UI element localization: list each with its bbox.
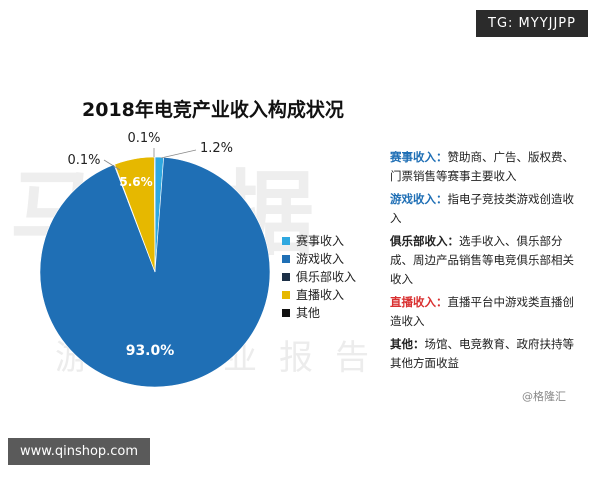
- legend-swatch: [282, 309, 290, 317]
- legend-label: 游戏收入: [296, 252, 345, 266]
- note-text: 指电子竞技类游戏创造收入: [390, 192, 574, 225]
- note-直播收入: 直播收入：直播平台中游戏类直播创造收入: [390, 293, 585, 331]
- note-label: 游戏收入：: [390, 192, 448, 206]
- note-label: 赛事收入：: [390, 150, 448, 164]
- note-label: 俱乐部收入：: [390, 234, 459, 248]
- leader-line: [103, 159, 121, 171]
- slice-label-其他: 0.1%: [127, 131, 160, 146]
- note-label: 直播收入：: [390, 295, 448, 309]
- legend-label: 直播收入: [296, 288, 345, 302]
- slice-label-直播收入: 5.6%: [119, 175, 152, 189]
- slice-label-游戏收入: 93.0%: [126, 343, 175, 359]
- slice-label-俱乐部收入: 0.1%: [67, 153, 100, 168]
- legend-label: 俱乐部收入: [296, 270, 357, 284]
- legend-item-赛事收入: 赛事收入: [282, 232, 356, 250]
- note-text: 赞助商、广告、版权费、门票销售等赛事主要收入: [390, 150, 574, 183]
- pie-slice-其他: [153, 156, 156, 273]
- note-label: 其他：: [390, 337, 425, 351]
- legend-item-俱乐部收入: 俱乐部收入: [282, 268, 356, 286]
- income-notes: 赛事收入：赞助商、广告、版权费、门票销售等赛事主要收入 游戏收入：指电子竞技类游…: [390, 148, 585, 377]
- source-credit: @格隆汇: [522, 390, 566, 403]
- legend-swatch: [282, 273, 290, 281]
- chart-legend: 赛事收入 游戏收入 俱乐部收入 直播收入 其他: [282, 232, 356, 322]
- legend-item-游戏收入: 游戏收入: [282, 250, 356, 268]
- chart-title: 2018年电竞产业收入构成状况: [82, 99, 344, 121]
- legend-item-其他: 其他: [282, 304, 356, 322]
- source-badge-top: TG: MYYJJPP: [476, 10, 588, 37]
- pie-slice-游戏收入: [39, 157, 271, 388]
- legend-swatch: [282, 237, 290, 245]
- legend-item-直播收入: 直播收入: [282, 286, 356, 304]
- note-俱乐部收入: 俱乐部收入：选手收入、俱乐部分成、周边产品销售等电竞俱乐部相关收入: [390, 232, 585, 289]
- legend-swatch: [282, 291, 290, 299]
- legend-swatch: [282, 255, 290, 263]
- note-游戏收入: 游戏收入：指电子竞技类游戏创造收入: [390, 190, 585, 228]
- note-赛事收入: 赛事收入：赞助商、广告、版权费、门票销售等赛事主要收入: [390, 148, 585, 186]
- note-text: 场馆、电竞教育、政府扶持等其他方面收益: [390, 337, 574, 370]
- source-badge-bottom: www.qinshop.com: [8, 438, 151, 465]
- legend-label: 赛事收入: [296, 234, 345, 248]
- note-其他: 其他：场馆、电竞教育、政府扶持等其他方面收益: [390, 335, 585, 373]
- legend-label: 其他: [296, 306, 321, 320]
- note-text: 选手收入、俱乐部分成、周边产品销售等电竞俱乐部相关收入: [390, 234, 574, 286]
- note-text: 直播平台中游戏类直播创造收入: [390, 295, 574, 328]
- slice-label-赛事收入: 1.2%: [200, 141, 233, 156]
- leader-line: [160, 149, 197, 159]
